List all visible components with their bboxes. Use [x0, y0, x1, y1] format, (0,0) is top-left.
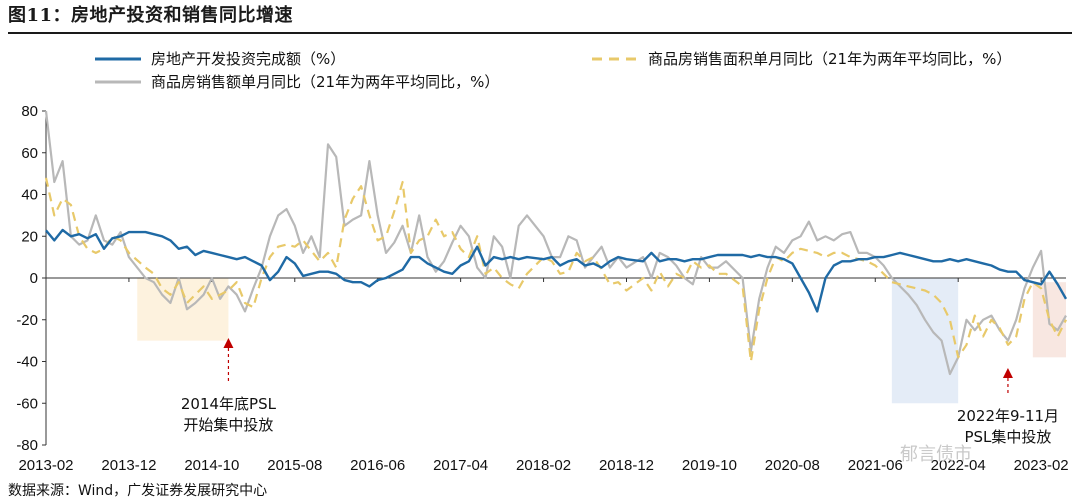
y-tick-label: 40	[21, 187, 38, 204]
annotation-arrow-head-0	[223, 338, 234, 348]
y-tick-label: 20	[21, 228, 38, 245]
figure-title: 图11：房地产投资和销售同比增速	[8, 5, 294, 26]
annotation-text-1-1: PSL集中投放	[964, 428, 1051, 446]
series-lines	[44, 110, 1068, 376]
annotation-text-0-0: 2014年底PSL	[181, 395, 277, 413]
y-tick-label: 60	[21, 145, 38, 162]
x-tick-label: 2017-04	[433, 457, 488, 474]
x-tick-label: 2014-10	[184, 457, 239, 474]
series-line-0	[45, 228, 1068, 313]
x-tick-label: 2013-02	[18, 457, 73, 474]
annotation-text-0-1: 开始集中投放	[183, 416, 273, 434]
annotation-text-1-0: 2022年9-11月	[957, 407, 1059, 425]
y-tick-label: -40	[16, 354, 38, 371]
y-tick-label: -20	[16, 312, 38, 329]
y-tick-label: 0	[30, 270, 38, 287]
legend-label-0: 房地产开发投资完成额（%）	[151, 50, 345, 68]
source-note: 数据来源：Wind，广发证券发展研究中心	[8, 483, 268, 499]
x-tick-label: 2013-12	[101, 457, 156, 474]
legend-label-1: 商品房销售面积单月同比（21年为两年平均同比，%）	[648, 50, 1011, 68]
y-tick-label: -60	[16, 395, 38, 412]
x-tick-label: 2019-10	[682, 457, 737, 474]
highlight-band-0	[137, 278, 229, 341]
x-tick-label: 2018-02	[516, 457, 571, 474]
legend: 房地产开发投资完成额（%） 商品房销售面积单月同比（21年为两年平均同比，%） 商品…	[95, 50, 1011, 91]
highlight-band-1	[891, 278, 959, 404]
watermark: 郁言债市	[900, 444, 972, 465]
annotation-arrow-head-1	[1002, 368, 1013, 378]
title-rule	[8, 32, 1072, 34]
highlight-bands	[137, 278, 1066, 404]
legend-label-2: 商品房销售额单月同比（21年为两年平均同比，%）	[151, 73, 499, 91]
x-tick-label: 2018-12	[599, 457, 654, 474]
x-tick-label: 2021-06	[848, 457, 903, 474]
x-tick-label: 2023-02	[1014, 457, 1069, 474]
x-tick-label: 2015-08	[267, 457, 322, 474]
y-tick-label: 80	[21, 103, 38, 120]
series-line-1	[44, 177, 1067, 363]
x-tick-label: 2020-08	[765, 457, 820, 474]
x-axis: 2013-02 2013-12 2014-10 2015-08 2016-06 2017-…	[18, 277, 1069, 474]
y-tick-label: -80	[16, 437, 38, 454]
y-axis: 80 60 40 20 0 -20 -40 -60 -80	[16, 103, 47, 454]
x-tick-label: 2022-04	[931, 457, 986, 474]
annotations: 2014年底PSL 开始集中投放 2022年9-11月 PSL集中投放	[181, 338, 1059, 446]
x-tick-label: 2016-06	[350, 457, 405, 474]
